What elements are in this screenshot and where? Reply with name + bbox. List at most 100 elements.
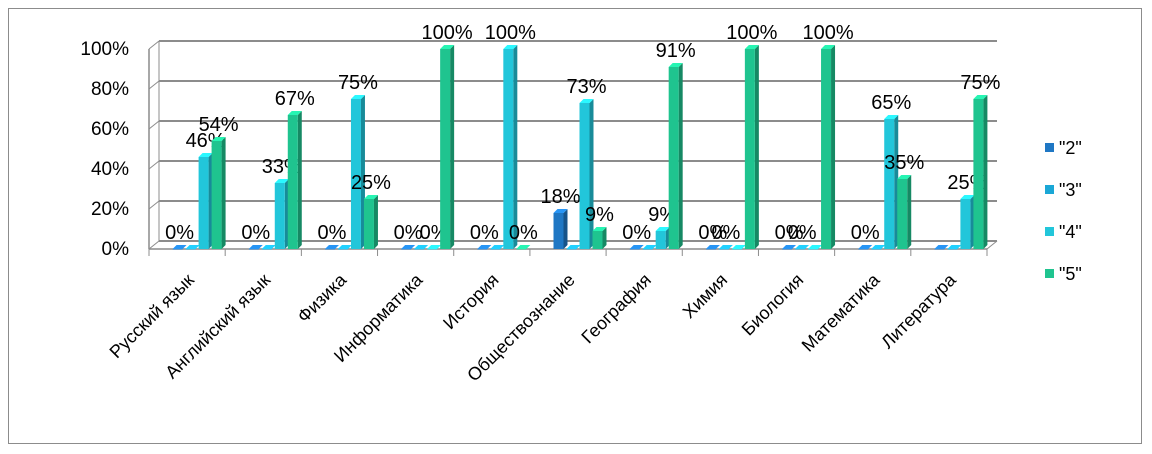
bar [821,49,832,249]
bar-side [450,45,455,249]
bar [211,141,222,249]
bar-top [821,45,836,49]
bar-top [274,179,289,183]
legend-swatch [1045,227,1054,236]
bar [808,249,819,250]
bar [516,249,527,250]
bar-top [947,245,962,249]
bar-top [858,245,873,249]
legend-label: "3" [1059,180,1082,200]
data-label: 0% [241,222,270,244]
bar [503,49,514,249]
bar-top [198,153,213,157]
data-label: 9% [585,204,614,226]
legend-swatch [1045,185,1054,194]
bar [198,157,209,249]
bar [350,99,361,249]
bar [795,249,806,250]
chart-frame: 0% 20% 40% 60% 80% 100% Русский язык Английский… [8,8,1142,444]
bar-top [934,245,949,249]
bar [705,249,716,250]
bar-side [373,195,378,249]
data-label: 100% [485,22,536,44]
y-tick-label: 100% [80,39,129,60]
bar-top [629,245,644,249]
data-label: 0% [711,222,740,244]
data-label: 67% [275,88,315,110]
legend-swatch [1045,143,1054,152]
bar-side [221,137,226,249]
bar [871,249,882,250]
x-category-label: История [439,270,503,334]
bar [973,99,984,249]
bar-top [553,209,568,213]
bar [324,249,335,250]
data-label: 100% [422,22,473,44]
gridline-diagonal [148,240,160,250]
bar-top [705,245,720,249]
bar [427,249,438,250]
bar-top [973,95,988,99]
data-label: 65% [871,92,911,114]
bar-top [503,45,518,49]
bar-top [185,245,200,249]
bar-top [261,245,276,249]
bar-side [907,175,912,249]
bar-top [795,245,810,249]
bar [744,49,755,249]
bar [261,249,272,250]
data-label: 73% [566,76,606,98]
gridline-diagonal [148,160,160,170]
bar [897,179,908,249]
legend-swatch [1045,269,1054,278]
bar [629,249,640,250]
bar-top [350,95,365,99]
data-label: 100% [726,22,777,44]
bar-side [563,209,568,249]
bar-top [248,245,263,249]
bar-top [579,99,594,103]
bar [287,115,298,249]
bar [566,249,577,250]
gridline-diagonal [148,80,160,90]
bar [185,249,196,250]
bar [172,249,183,250]
bar-top [414,245,429,249]
x-category-label: Химия [679,270,732,323]
bar-side [602,227,607,249]
bar [490,249,501,250]
data-label: 25% [351,172,391,194]
bar-side [831,45,836,249]
bar-top [172,245,187,249]
legend-label: "2" [1059,138,1082,158]
bar-side [983,95,988,249]
bar-top [337,245,352,249]
grade-distribution-chart: 0%20%40%60%80%100%Русский языкАнглийский… [80,22,1082,385]
bar [414,249,425,250]
data-label: 0% [318,222,347,244]
bar [642,249,653,250]
bar [248,249,259,250]
bar [363,199,374,249]
bar [782,249,793,250]
bar [718,249,729,250]
data-label: 0% [775,222,804,244]
bar-top [324,245,339,249]
data-label: 0% [622,222,651,244]
bar [274,183,285,249]
data-label: 100% [802,22,853,44]
x-axis-end [986,240,998,250]
bar [731,249,742,250]
data-label: 0% [698,222,727,244]
bar [960,199,971,249]
bar [655,231,666,249]
data-label: 75% [338,72,378,94]
bar-side [589,99,594,249]
bar-top [871,245,886,249]
x-category-label: География [577,270,655,348]
bar [477,249,488,250]
x-category-label: Литература [877,269,960,352]
bar-top [718,245,733,249]
bar [934,249,945,250]
data-label: 0% [509,222,538,244]
